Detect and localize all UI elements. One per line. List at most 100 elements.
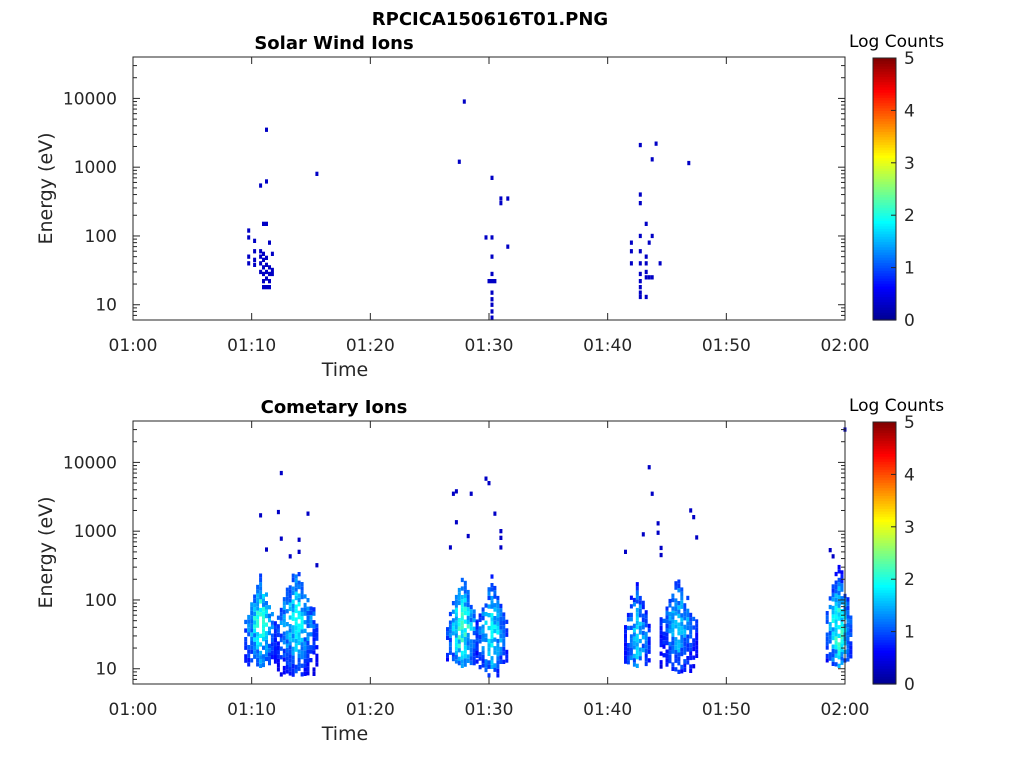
heatmap-cell [487, 595, 491, 601]
heatmap-cell [849, 649, 853, 655]
heatmap-cell [262, 594, 265, 599]
heatmap-cell [300, 616, 304, 621]
heatmap-cell [256, 623, 260, 628]
heatmap-cell [309, 606, 313, 611]
heatmap-cell [493, 624, 497, 629]
heatmap-cell [259, 254, 263, 259]
heatmap-cell [312, 667, 316, 672]
heatmap-cell [840, 634, 844, 640]
heatmap-cell [641, 605, 645, 610]
heatmap-cell [475, 653, 479, 659]
heatmap-cell [265, 635, 268, 640]
heatmap-cell [629, 604, 633, 609]
heatmap-cell [306, 623, 310, 629]
x-tick-label: 01:10 [227, 700, 276, 720]
heatmap-cell [680, 596, 684, 601]
heatmap-cell [487, 587, 491, 592]
heatmap-cell [448, 633, 452, 638]
heatmap-cell [624, 650, 627, 656]
heatmap-cell [831, 631, 835, 636]
heatmap-cell [279, 646, 283, 651]
heatmap-cell [300, 624, 304, 630]
heatmap-cell [244, 637, 248, 642]
heatmap-cell [297, 627, 301, 633]
heatmap-cell [247, 653, 251, 658]
colorbar-band [873, 424, 896, 428]
heatmap-cell [490, 656, 494, 661]
heatmap-cell [834, 645, 838, 650]
heatmap-cell [303, 594, 307, 599]
heatmap-cell [490, 235, 494, 240]
heatmap-cell [496, 643, 500, 648]
heatmap-cell [291, 625, 295, 630]
heatmap-cell [315, 623, 319, 628]
heatmap-cell [244, 658, 248, 663]
heatmap-cell [837, 612, 841, 617]
heatmap-cell [689, 617, 693, 622]
heatmap-cell [680, 669, 684, 674]
heatmap-cell [840, 609, 844, 614]
heatmap-cell [247, 261, 251, 266]
heatmap-cell [291, 573, 295, 578]
heatmap-cell [635, 616, 639, 621]
heatmap-cell [451, 609, 455, 614]
colorbar-band [873, 597, 896, 601]
heatmap-cell [306, 649, 310, 654]
heatmap-cell [665, 606, 669, 611]
colorbar-band [873, 133, 896, 138]
heatmap-cell [256, 610, 260, 615]
heatmap-cell [446, 635, 449, 640]
heatmap-cell [300, 672, 304, 677]
heatmap-cell [259, 659, 263, 664]
colorbar-band [873, 432, 896, 436]
colorbar-band [873, 445, 896, 449]
heatmap-cell [662, 644, 666, 649]
heatmap-cell [834, 632, 838, 637]
heatmap-cell [695, 623, 699, 628]
heatmap-cell [686, 625, 690, 631]
heatmap-cell [484, 633, 488, 638]
colorbar-label: Log Counts [849, 396, 944, 416]
heatmap-cell [490, 297, 494, 302]
heatmap-cell [291, 659, 295, 664]
heatmap-cell [689, 651, 693, 656]
heatmap-cell [256, 597, 260, 602]
heatmap-cell [466, 637, 470, 642]
colorbar-band [873, 212, 896, 216]
heatmap-cell [262, 265, 265, 270]
heatmap-cell [624, 549, 627, 554]
heatmap-cell [478, 639, 482, 644]
colorbar-band [873, 152, 896, 156]
heatmap-cell [502, 621, 506, 626]
heatmap-cell [671, 632, 675, 637]
heatmap-cell [840, 626, 844, 631]
heatmap-cell [502, 646, 506, 652]
colorbar-band [873, 154, 896, 159]
colorbar-band [873, 642, 896, 646]
heatmap-cell [270, 612, 274, 617]
heatmap-cell [256, 602, 260, 607]
colorbar-tick-label: 4 [904, 465, 915, 485]
heatmap-cell [632, 662, 636, 667]
heatmap-cell [273, 625, 277, 630]
heatmap-cell [315, 645, 319, 650]
colorbar-band [873, 508, 896, 512]
y-tick-label: 1000 [74, 158, 117, 178]
colorbar-band [873, 168, 896, 172]
heatmap-cell [647, 649, 651, 654]
heatmap-cell [635, 650, 639, 656]
colorbar-band [873, 68, 896, 72]
heatmap-cell [253, 646, 257, 651]
heatmap-cell [253, 620, 257, 625]
colorbar-band [873, 270, 896, 274]
colorbar-band [873, 225, 896, 229]
heatmap-cell [294, 604, 298, 609]
heatmap-cell [300, 646, 304, 651]
heatmap-cell [288, 606, 292, 612]
colorbar-band [873, 529, 896, 533]
colorbar-band [873, 92, 896, 96]
heatmap-cell [478, 626, 482, 631]
heatmap-cell [306, 671, 310, 676]
heatmap-cell [638, 595, 642, 601]
